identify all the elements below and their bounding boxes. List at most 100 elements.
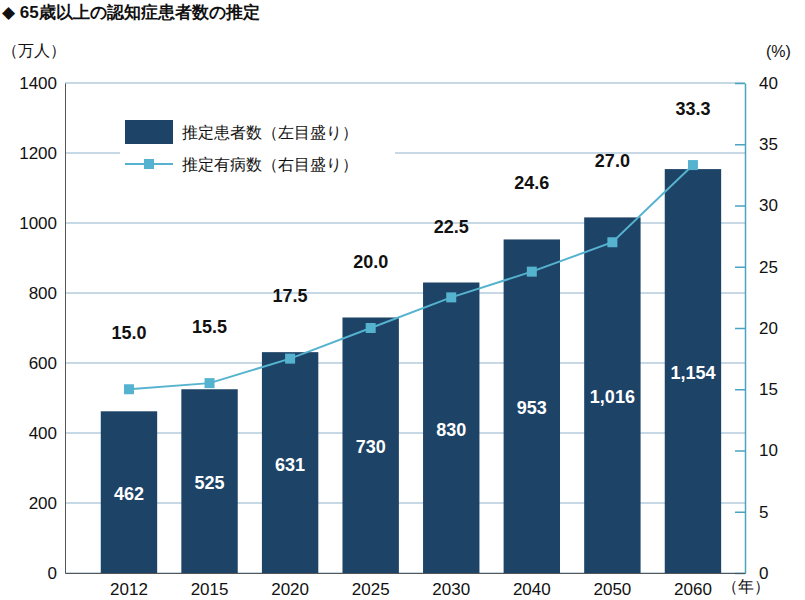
tick-label: 40 [759, 74, 778, 93]
tick-mark [735, 83, 745, 85]
axis-line [66, 573, 746, 574]
tick-label: 600 [29, 354, 57, 373]
bar [665, 169, 721, 573]
tick-label: 5 [759, 503, 768, 522]
tick-label: 2020 [271, 580, 309, 599]
tick-label: 2012 [110, 580, 148, 599]
chart: ◆ 65歳以上の認知症患者数の推定4625256317308309531,016… [0, 0, 805, 600]
data-labels: 4625256317308309531,0161,15415.015.517.5… [111, 99, 715, 504]
line [129, 165, 693, 389]
tick-label: 200 [29, 494, 57, 513]
tick-mark [735, 267, 745, 269]
bars [101, 169, 721, 573]
data-label: 17.5 [273, 286, 308, 306]
grid-line [65, 83, 745, 84]
tick: 10 [735, 441, 778, 460]
tick-label: 2060 [674, 580, 712, 599]
bar [584, 217, 640, 573]
grid-line [65, 433, 745, 434]
tick-label: 20 [759, 319, 778, 338]
tick: 5 [735, 503, 768, 522]
legend-label: 推定患者数（左目盛り） [182, 124, 358, 141]
data-label: 27.0 [595, 151, 630, 171]
tick-label: 2015 [191, 580, 229, 599]
tick-mark [735, 144, 745, 146]
tick: 2030 [432, 573, 470, 599]
marker [124, 384, 134, 394]
tick: 1400 [19, 74, 65, 93]
marker [527, 267, 537, 277]
grid-line [65, 223, 745, 224]
tick: 40 [735, 74, 778, 93]
marker [366, 323, 376, 333]
data-label: 525 [195, 473, 225, 493]
tick: 1200 [19, 144, 65, 163]
tick-mark [735, 205, 745, 207]
tick-label: 2025 [352, 580, 390, 599]
data-label: 33.3 [675, 99, 710, 119]
grid-line [65, 573, 745, 574]
tick: 2015 [191, 573, 229, 599]
data-label: 24.6 [514, 173, 549, 193]
tick-label: 30 [759, 196, 778, 215]
tick: 400 [29, 424, 65, 443]
data-label: 1,016 [590, 387, 635, 407]
tick-label: 800 [29, 284, 57, 303]
tick-label: 1200 [19, 144, 57, 163]
title: ◆ 65歳以上の認知症患者数の推定 [2, 3, 260, 22]
axis: 0510152025303540 [735, 74, 778, 583]
tick: 2020 [271, 573, 309, 599]
marker [688, 160, 698, 170]
bar [262, 352, 318, 573]
data-label: 830 [436, 420, 466, 440]
data-label: 22.5 [434, 217, 469, 237]
axis: 0 200 400 600 800 1000 1200 1400 [19, 74, 65, 583]
tick-label: 0 [48, 564, 57, 583]
tick: 20 [735, 319, 778, 338]
axis: 2012 2015 2020 2025 2030 2040 2050 2060 [66, 573, 746, 599]
tick-label: 25 [759, 258, 778, 277]
tick: 35 [735, 135, 778, 154]
legend: 推定患者数（左目盛り） 推定有病数（右目盛り） [120, 116, 395, 184]
tick-label: 1000 [19, 214, 57, 233]
axis-title: （万人） [2, 42, 66, 59]
bar [101, 411, 157, 573]
grid-line [65, 363, 745, 364]
tick: 30 [735, 196, 778, 215]
data-label: 15.5 [192, 317, 227, 337]
tick-mark [735, 328, 745, 330]
tick-label: 2030 [432, 580, 470, 599]
bar [504, 239, 560, 573]
bar [342, 318, 398, 574]
tick-label: 1400 [19, 74, 57, 93]
tick: 2040 [513, 573, 551, 599]
axis-line [65, 84, 66, 574]
tick-mark [735, 512, 745, 514]
data-label: 20.0 [353, 252, 388, 272]
tick-label: 2050 [593, 580, 631, 599]
data-label: 953 [517, 398, 547, 418]
tick-label: 400 [29, 424, 57, 443]
legend-marker [144, 159, 154, 169]
grid-line [65, 293, 745, 294]
tick-label: 2040 [513, 580, 551, 599]
legend-swatch [125, 120, 173, 144]
tick: 800 [29, 284, 65, 303]
tick: 200 [29, 494, 65, 513]
tick-mark [735, 389, 745, 391]
tick: 2025 [352, 573, 390, 599]
marker [285, 354, 295, 364]
bar [181, 389, 237, 573]
marker [446, 292, 456, 302]
marker [607, 237, 617, 247]
grid-line [65, 503, 745, 504]
tick-label: 35 [759, 135, 778, 154]
axis-title: （年） [722, 578, 770, 595]
legend-background [120, 116, 395, 184]
data-label: 15.0 [111, 323, 146, 343]
data-label: 631 [275, 455, 305, 475]
grid [65, 83, 745, 573]
tick: 600 [29, 354, 65, 373]
legend-label: 推定有病数（右目盛り） [182, 156, 358, 173]
tick: 1000 [19, 214, 65, 233]
